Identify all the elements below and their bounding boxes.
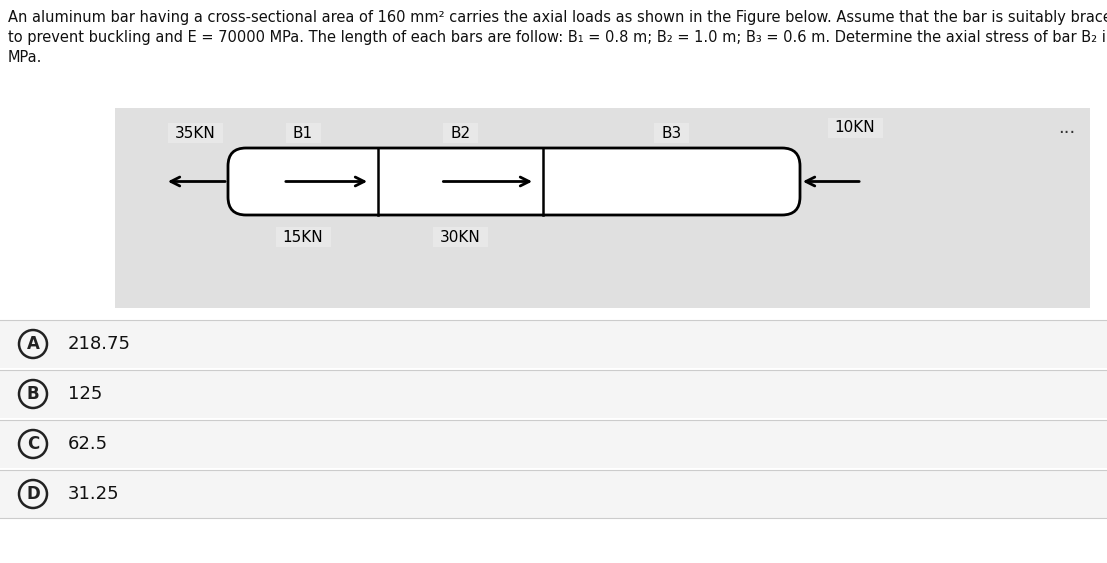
Text: 31.25: 31.25 [68,485,120,503]
Text: ...: ... [1058,119,1075,137]
Text: 125: 125 [68,385,102,403]
Text: 30KN: 30KN [441,230,480,244]
Text: MPa.: MPa. [8,50,42,65]
Text: B2: B2 [451,126,470,141]
Bar [0,420,1107,468]
Bar [167,123,223,143]
Bar [115,108,1090,308]
Bar [276,227,331,247]
Bar [0,370,1107,418]
Bar [0,320,1107,368]
Text: B3: B3 [661,126,682,141]
Bar [828,118,882,138]
Text: C: C [27,435,39,453]
Text: An aluminum bar having a cross-sectional area of 160 mm² carries the axial loads: An aluminum bar having a cross-sectional… [8,10,1107,25]
Text: 35KN: 35KN [175,126,216,141]
Bar [433,227,488,247]
Text: D: D [27,485,40,503]
Text: to prevent buckling and E = 70000 MPa. The length of each bars are follow: B₁ = : to prevent buckling and E = 70000 MPa. T… [8,30,1107,45]
Text: 62.5: 62.5 [68,435,108,453]
Bar [0,470,1107,518]
Text: B: B [27,385,40,403]
FancyBboxPatch shape [228,148,800,215]
Text: 218.75: 218.75 [68,335,131,353]
Text: 10KN: 10KN [835,120,876,136]
Text: B1: B1 [293,126,313,141]
Bar [286,123,321,143]
Text: A: A [27,335,40,353]
Bar [654,123,689,143]
Bar [443,123,478,143]
Text: 15KN: 15KN [282,230,323,244]
